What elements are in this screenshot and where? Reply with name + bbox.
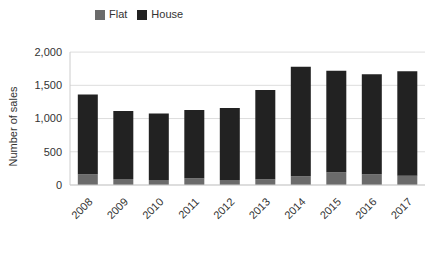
- svg-text:0: 0: [56, 179, 62, 191]
- svg-text:2,000: 2,000: [34, 46, 62, 58]
- html-text:Flat: Flat: [109, 8, 128, 20]
- svg-text:2017: 2017: [388, 195, 414, 221]
- svg-text:500: 500: [44, 146, 62, 158]
- svg-text:1,000: 1,000: [34, 112, 62, 124]
- svg-text:Number of sales: Number of sales: [8, 86, 19, 167]
- svg-text:2008: 2008: [69, 195, 95, 221]
- svg-text:2011: 2011: [176, 195, 201, 220]
- html-text:House: House: [151, 8, 184, 20]
- svg-text:2016: 2016: [353, 195, 379, 221]
- svg-text:2015: 2015: [317, 195, 343, 221]
- svg-text:2014: 2014: [282, 195, 308, 221]
- svg-text:2010: 2010: [140, 195, 166, 221]
- svg-text:2009: 2009: [104, 195, 130, 221]
- svg-text:2013: 2013: [246, 195, 272, 221]
- svg-text:1,500: 1,500: [34, 79, 62, 91]
- svg-text:2012: 2012: [211, 195, 237, 221]
